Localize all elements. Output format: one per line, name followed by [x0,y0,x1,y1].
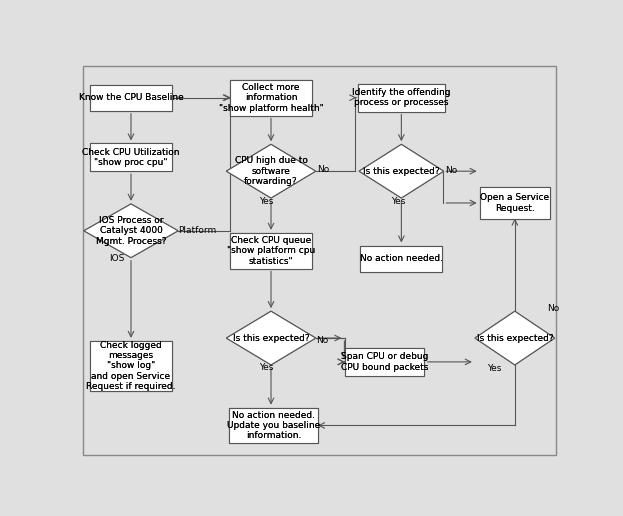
FancyBboxPatch shape [229,408,318,443]
Text: Collect more
information
"show platform health": Collect more information "show platform … [219,83,323,112]
Text: Is this expected?: Is this expected? [363,167,440,175]
Text: No: No [445,166,457,175]
Text: Know the CPU Baseline: Know the CPU Baseline [78,93,183,102]
FancyBboxPatch shape [90,143,172,171]
Polygon shape [84,204,178,257]
Text: Is this expected?: Is this expected? [233,333,309,343]
Text: Check CPU queue
"show platform cpu
statistics": Check CPU queue "show platform cpu stati… [227,236,315,266]
FancyBboxPatch shape [360,246,442,271]
Text: Identify the offending
process or processes: Identify the offending process or proces… [352,88,450,107]
Text: Check CPU Utilization
"show proc cpu": Check CPU Utilization "show proc cpu" [82,148,180,167]
FancyBboxPatch shape [90,143,172,171]
FancyBboxPatch shape [90,341,172,391]
Text: Open a Service
Request.: Open a Service Request. [480,194,549,213]
Text: No: No [316,336,328,345]
Text: CPU high due to
software
forwarding?: CPU high due to software forwarding? [235,156,307,186]
FancyBboxPatch shape [345,348,424,376]
FancyBboxPatch shape [480,187,550,219]
Polygon shape [226,144,316,198]
FancyBboxPatch shape [90,85,172,110]
Text: IOS: IOS [109,254,125,263]
FancyBboxPatch shape [230,80,312,116]
Text: No: No [547,304,559,313]
Text: CPU high due to
software
forwarding?: CPU high due to software forwarding? [235,156,307,186]
FancyBboxPatch shape [230,233,312,268]
Text: Is this expected?: Is this expected? [477,333,553,343]
Polygon shape [84,204,178,257]
Text: No action needed.: No action needed. [360,254,443,263]
FancyBboxPatch shape [360,246,442,271]
FancyBboxPatch shape [90,85,172,110]
Polygon shape [359,144,444,198]
Text: Is this expected?: Is this expected? [233,333,309,343]
Text: No action needed.: No action needed. [360,254,443,263]
Text: Check CPU Utilization
"show proc cpu": Check CPU Utilization "show proc cpu" [82,148,180,167]
FancyBboxPatch shape [229,408,318,443]
Polygon shape [226,311,316,365]
Text: Collect more
information
"show platform health": Collect more information "show platform … [219,83,323,112]
Text: Span CPU or debug
CPU bound packets: Span CPU or debug CPU bound packets [341,352,428,372]
FancyBboxPatch shape [358,84,445,111]
Text: No: No [317,166,329,174]
Text: IOS Process or
Catalyst 4000
Mgmt. Process?: IOS Process or Catalyst 4000 Mgmt. Proce… [96,216,166,246]
Text: Open a Service
Request.: Open a Service Request. [480,194,549,213]
Text: No action needed.
Update you baseline
information.: No action needed. Update you baseline in… [227,411,320,440]
Text: No action needed.
Update you baseline
information.: No action needed. Update you baseline in… [227,411,320,440]
FancyBboxPatch shape [230,80,312,116]
Text: Span CPU or debug
CPU bound packets: Span CPU or debug CPU bound packets [341,352,428,372]
Text: Check logged
messages
"show log"
and open Service
Request if required.: Check logged messages "show log" and ope… [86,341,176,391]
FancyBboxPatch shape [230,233,312,268]
Text: Platform: Platform [178,227,217,235]
FancyBboxPatch shape [480,187,550,219]
Text: Check logged
messages
"show log"
and open Service
Request if required.: Check logged messages "show log" and ope… [86,341,176,391]
Text: Identify the offending
process or processes: Identify the offending process or proces… [352,88,450,107]
FancyBboxPatch shape [345,348,424,376]
Text: Yes: Yes [391,197,405,206]
Text: Is this expected?: Is this expected? [477,333,553,343]
Text: Check CPU queue
"show platform cpu
statistics": Check CPU queue "show platform cpu stati… [227,236,315,266]
FancyBboxPatch shape [90,341,172,391]
FancyBboxPatch shape [358,84,445,111]
Polygon shape [226,311,316,365]
Text: Know the CPU Baseline: Know the CPU Baseline [78,93,183,102]
Polygon shape [226,144,316,198]
Text: Yes: Yes [259,363,273,372]
Text: Is this expected?: Is this expected? [363,167,440,175]
Polygon shape [359,144,444,198]
Polygon shape [475,311,554,365]
Polygon shape [475,311,554,365]
Text: Yes: Yes [259,197,273,206]
Text: IOS Process or
Catalyst 4000
Mgmt. Process?: IOS Process or Catalyst 4000 Mgmt. Proce… [96,216,166,246]
Text: Yes: Yes [487,364,502,373]
